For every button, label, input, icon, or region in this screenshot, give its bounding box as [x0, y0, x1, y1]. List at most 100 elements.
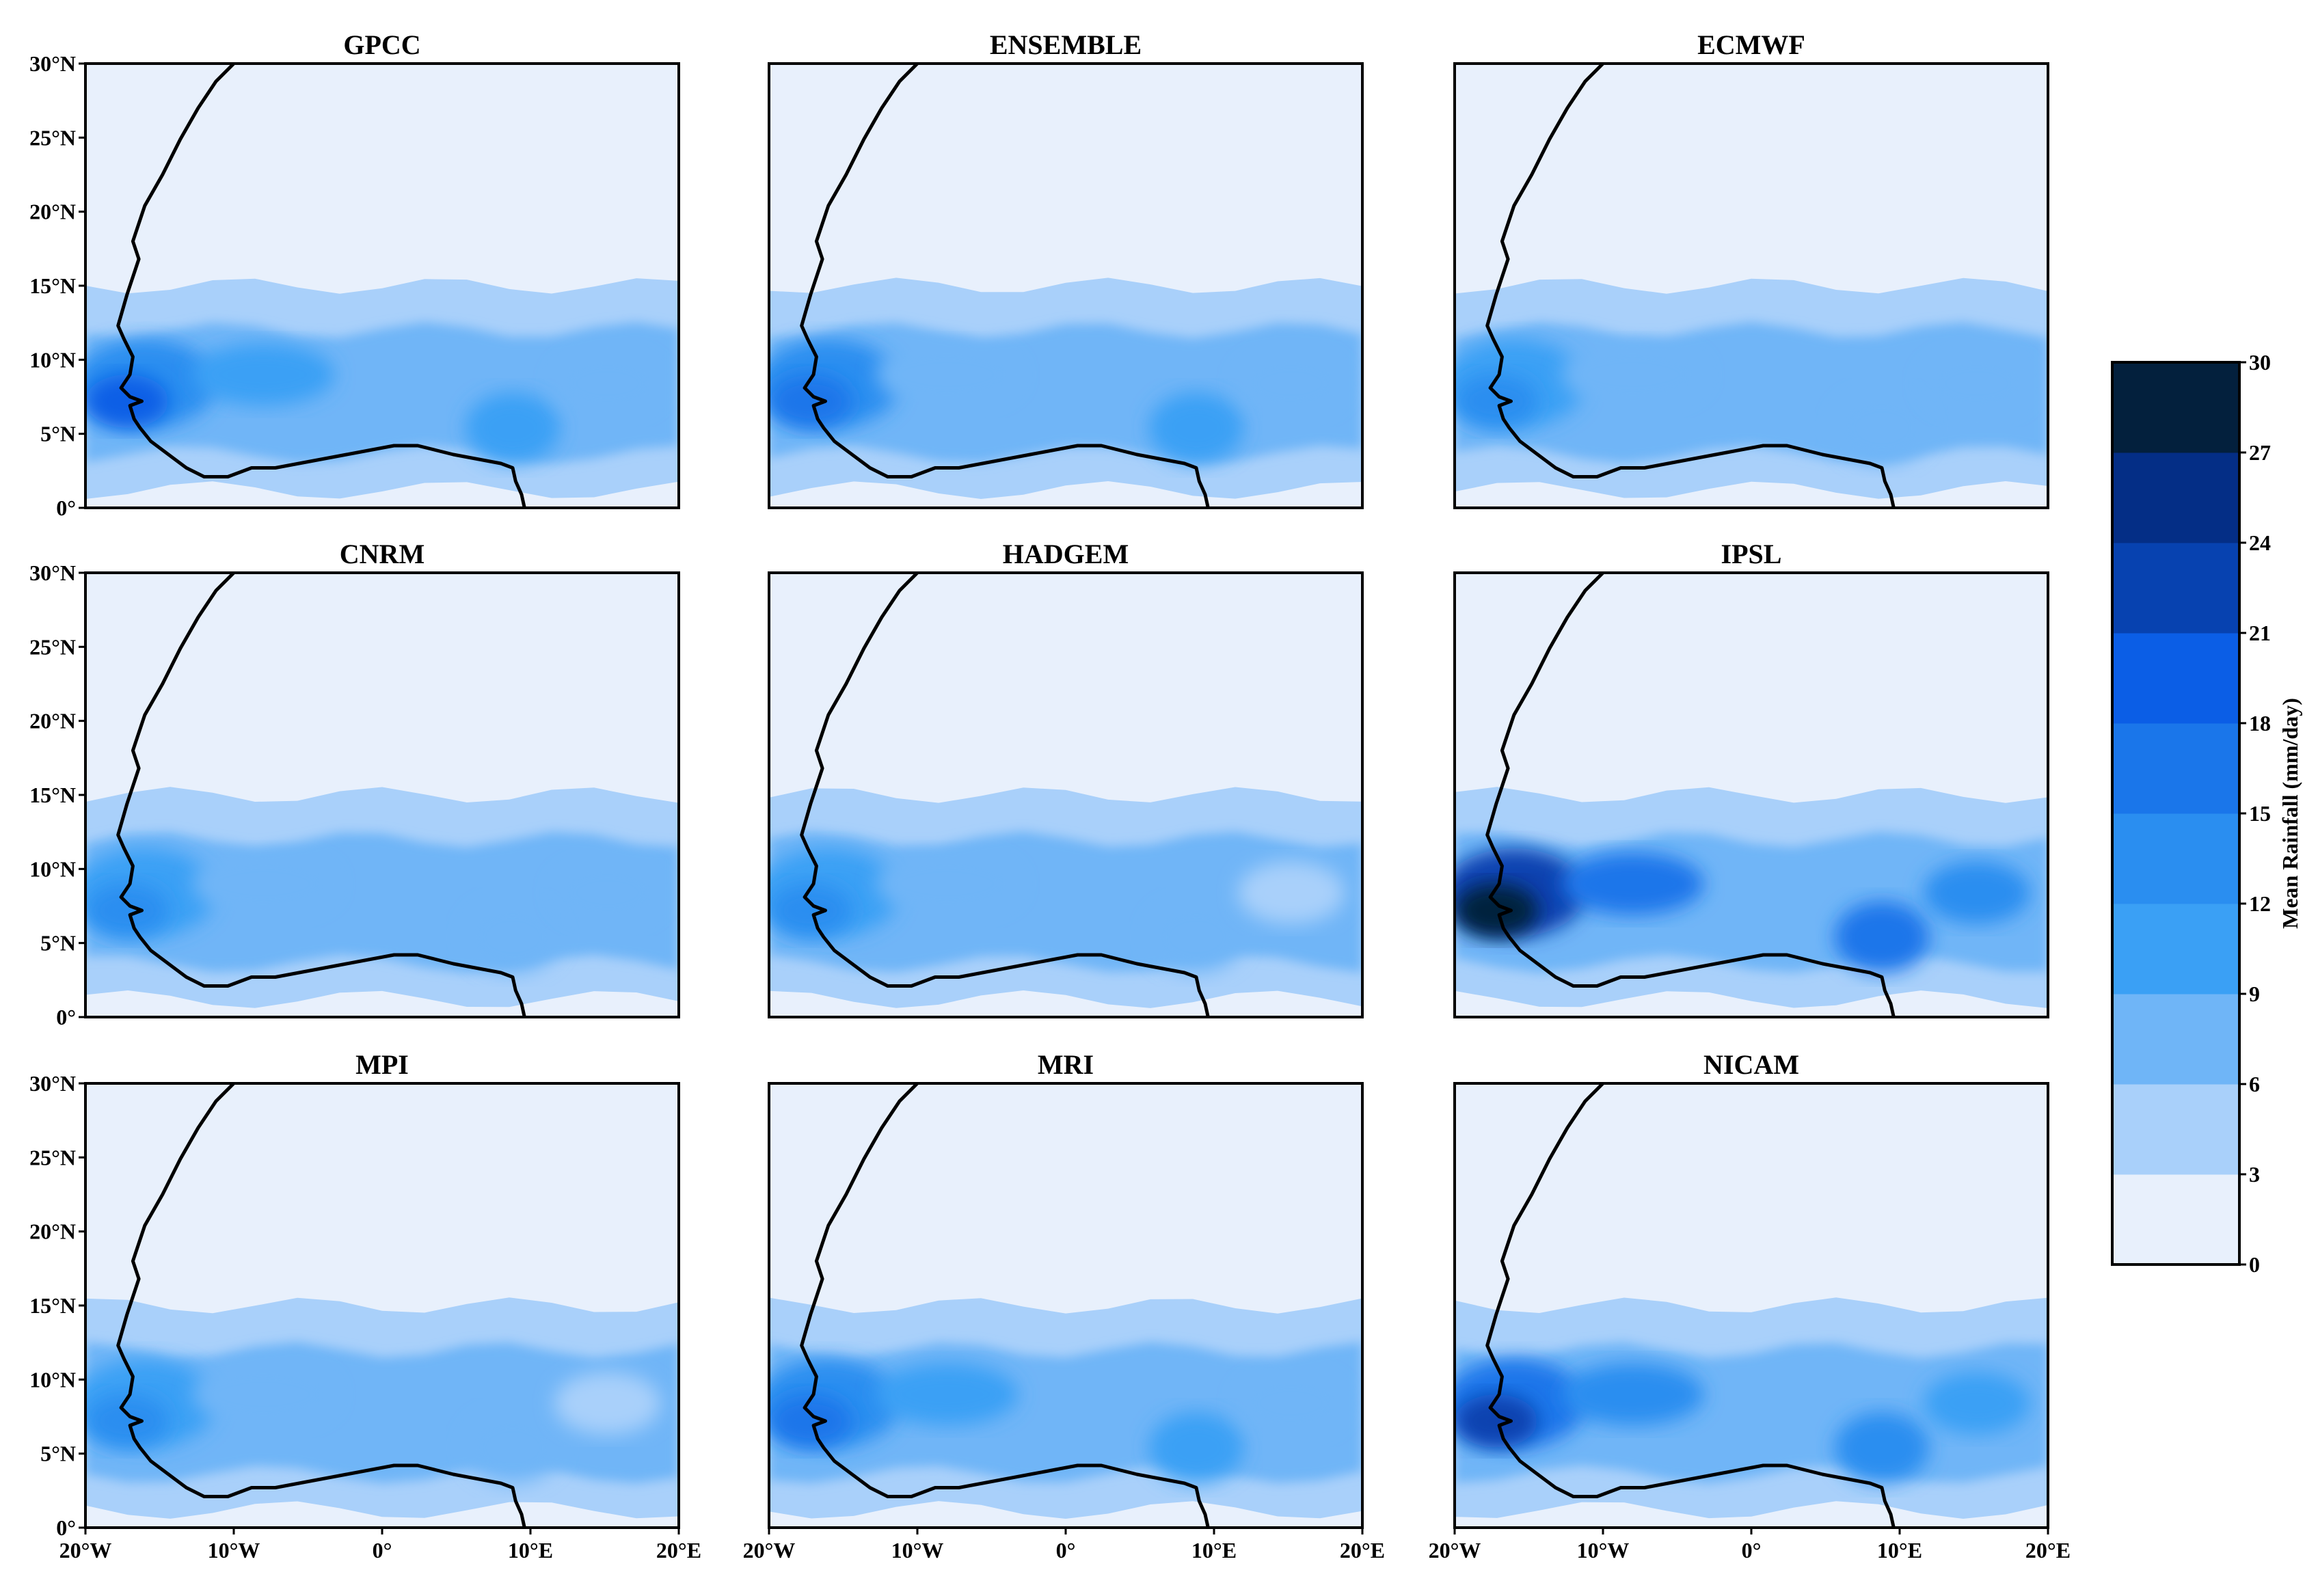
- panel-title: IPSL: [1721, 539, 1782, 569]
- rain-maximum-2: [1455, 1394, 1538, 1448]
- colorbar-segment: [2112, 362, 2239, 453]
- panel-title: GPCC: [343, 29, 420, 60]
- rainfall-field: [769, 573, 1362, 1017]
- lat-tick-label: 20°N: [29, 1219, 76, 1244]
- panel-title: NICAM: [1703, 1049, 1799, 1080]
- colorbar-segment: [2112, 1084, 2239, 1175]
- rainfall-field: [85, 573, 679, 1017]
- lat-tick-label: 10°N: [29, 856, 76, 881]
- rain-maximum-2: [769, 884, 852, 937]
- colorbar-tick-label: 27: [2249, 440, 2271, 465]
- rain-maximum-4: [1148, 1412, 1244, 1483]
- colorbar-tick-label: 18: [2249, 711, 2271, 735]
- colorbar-tick-label: 6: [2249, 1072, 2260, 1096]
- map-panels: GPCC 30°N 25°N 20°N 15°N 10°N 5°N 0° ENSEMBLE ECM…: [29, 29, 2071, 1563]
- rain-maximum-3: [1561, 1363, 1704, 1426]
- rain-maximum-3: [192, 343, 335, 406]
- rain-maximum-4: [1148, 392, 1244, 463]
- rain-maximum-5: [1923, 861, 2030, 924]
- lon-tick-label: 0°: [373, 1538, 392, 1563]
- rainfall-field: [1455, 573, 2048, 1017]
- colorbar-tick-label: 12: [2249, 891, 2271, 916]
- lat-tick-label: 30°N: [29, 51, 76, 76]
- rain-maximum-2: [1455, 375, 1538, 428]
- lat-tick-label: 15°N: [29, 783, 76, 807]
- rain-maximum-3: [876, 1363, 1019, 1426]
- colorbar: 0 3 6 9 12 15 18 21 24 27 30 Mean Rainfall (mm/day): [2111, 350, 2302, 1277]
- rain-maximum-5: [1237, 1372, 1345, 1435]
- lat-tick-label: 15°N: [29, 1293, 76, 1318]
- lat-tick-label: 20°N: [29, 200, 76, 224]
- lat-tick-label: 10°N: [29, 1367, 76, 1392]
- rain-maximum-3: [876, 343, 1019, 406]
- panel-title: ECMWF: [1697, 29, 1805, 60]
- colorbar-segment: [2112, 813, 2239, 904]
- rainfall-field: [85, 1083, 679, 1528]
- rainfall-field: [1455, 64, 2048, 508]
- colorbar-segment: [2112, 994, 2239, 1085]
- rain-maximum-5: [554, 352, 661, 415]
- lon-tick-label: 10°W: [891, 1538, 944, 1563]
- panel-title: MRI: [1038, 1049, 1094, 1080]
- rain-maximum-5: [554, 1372, 661, 1435]
- rain-maximum-4: [465, 1412, 561, 1483]
- lat-tick-label: 30°N: [29, 1071, 76, 1096]
- rain-maximum-3: [876, 852, 1019, 915]
- colorbar-tick-label: 9: [2249, 982, 2260, 1006]
- colorbar-tick-label: 24: [2249, 530, 2271, 555]
- colorbar-segment: [2112, 452, 2239, 543]
- rain-maximum-5: [1923, 352, 2030, 415]
- lon-tick-label: 10°E: [1877, 1538, 1922, 1563]
- rain-maximum-5: [1237, 861, 1345, 924]
- colorbar-segment: [2112, 723, 2239, 814]
- rain-maximum-4: [465, 902, 561, 973]
- colorbar-title: Mean Rainfall (mm/day): [2278, 698, 2302, 929]
- panel-frame: [1453, 571, 2049, 1018]
- lat-tick-label: 0°: [56, 1515, 76, 1540]
- lat-tick-label: 20°N: [29, 709, 76, 733]
- lat-tick-label: 10°N: [29, 347, 76, 372]
- rain-maximum-2: [1455, 884, 1538, 937]
- lat-tick-label: 5°N: [40, 931, 76, 956]
- colorbar-tick-label: 21: [2249, 621, 2271, 645]
- colorbar-segment: [2112, 633, 2239, 724]
- panel-title: HADGEM: [1003, 539, 1129, 569]
- colorbar-segment: [2112, 1174, 2239, 1265]
- panel-frame: [1453, 62, 2049, 509]
- lat-tick-label: 0°: [56, 1005, 76, 1029]
- rain-maximum-4: [1148, 902, 1244, 973]
- rain-maximum-2: [769, 1394, 852, 1448]
- colorbar-tick-label: 3: [2249, 1162, 2260, 1187]
- rain-maximum-3: [1561, 852, 1704, 915]
- lon-tick-label: 10°W: [1577, 1538, 1630, 1563]
- panel-title: ENSEMBLE: [990, 29, 1142, 60]
- coastline: [1485, 573, 1896, 1017]
- coastline: [116, 573, 526, 1017]
- rain-maximum-2: [769, 375, 852, 428]
- lon-tick-label: 10°E: [1191, 1538, 1237, 1563]
- rain-maximum-2: [85, 884, 169, 937]
- lon-tick-label: 10°W: [208, 1538, 260, 1563]
- coastline: [1485, 64, 1896, 508]
- panel-title: CNRM: [340, 539, 424, 569]
- colorbar-segment: [2112, 904, 2239, 995]
- lat-tick-label: 5°N: [40, 1442, 76, 1466]
- lon-tick-label: 20°E: [2025, 1538, 2071, 1563]
- lat-tick-label: 25°N: [29, 634, 76, 659]
- coastline: [116, 1083, 526, 1528]
- panel-title: MPI: [355, 1049, 409, 1080]
- map-panel-nicam: NICAM 20°W 10°W 0° 10°E 20°E: [1429, 1049, 2071, 1563]
- lat-tick-label: 30°N: [29, 560, 76, 585]
- colorbar-segment: [2112, 543, 2239, 634]
- panel-frame: [768, 62, 1364, 509]
- rain-maximum-2: [85, 375, 169, 428]
- rainfall-field: [1455, 1083, 2048, 1528]
- map-panel-ecmwf: ECMWF: [1453, 29, 2049, 509]
- map-panel-cnrm: CNRM 30°N 25°N 20°N 15°N 10°N 5°N 0°: [29, 539, 680, 1029]
- lat-tick-label: 25°N: [29, 125, 76, 150]
- lat-tick-label: 25°N: [29, 1145, 76, 1169]
- map-panel-hadgem: HADGEM: [768, 539, 1364, 1018]
- map-panel-gpcc: GPCC 30°N 25°N 20°N 15°N 10°N 5°N 0°: [29, 29, 680, 520]
